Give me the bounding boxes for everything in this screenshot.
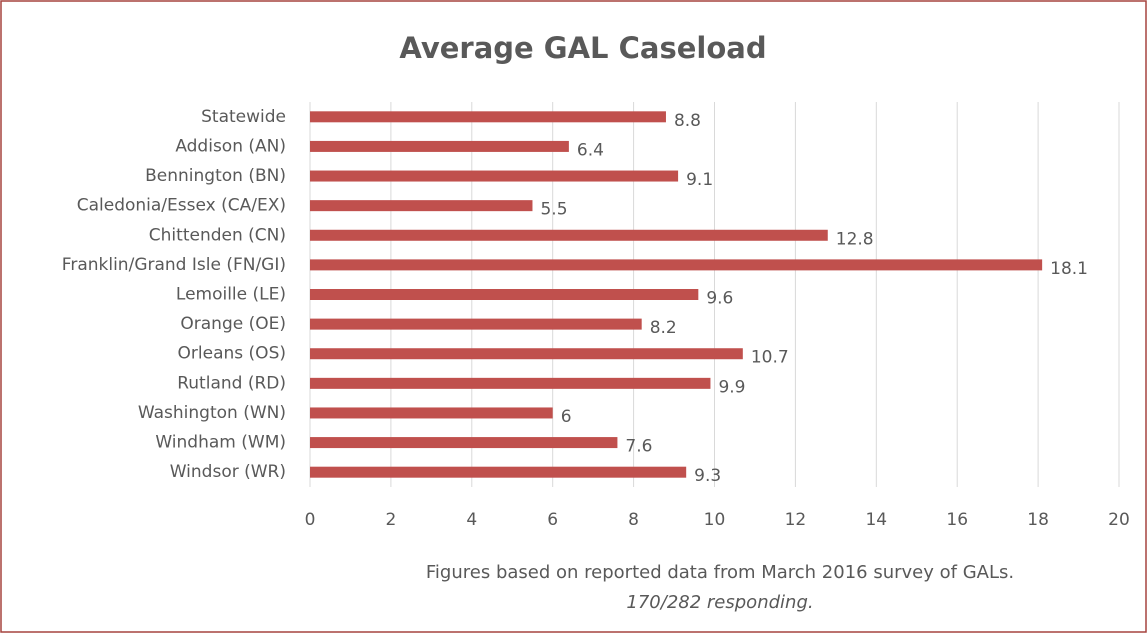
data-label: 8.8 [674,111,701,131]
y-tick-label: Caledonia/Essex (CA/EX) [77,196,286,216]
data-label: 9.9 [718,377,745,397]
bar [310,140,569,152]
y-tick-label: Rutland (RD) [177,373,286,393]
x-tick-label: 2 [385,510,396,530]
bar [310,259,1043,271]
data-label: 6 [561,407,572,427]
chart-title: Average GAL Caseload [399,31,766,65]
x-tick-label: 0 [305,510,316,530]
bar [310,407,553,419]
x-tick-label: 18 [1027,510,1049,530]
data-label: 9.3 [694,466,721,486]
x-tick-label: 12 [785,510,807,530]
bar [310,111,666,123]
bar [310,289,699,300]
data-label: 7.6 [625,437,652,457]
bar [310,437,618,449]
bar [310,229,828,241]
y-tick-label: Washington (WN) [138,403,286,423]
bar [310,466,687,478]
data-label: 8.2 [650,318,677,338]
bar [310,170,679,182]
y-tick-label: Franklin/Grand Isle (FN/GI) [62,255,286,275]
x-tick-label: 10 [704,510,726,530]
bar [310,377,711,389]
x-tick-label: 4 [466,510,477,530]
note: 170/282 responding. [626,592,813,613]
y-tick-label: Orleans (OS) [178,344,286,364]
bar [310,318,642,330]
x-tick-label: 20 [1108,510,1130,530]
y-tick-label: Orange (OE) [180,314,286,334]
data-label: 5.5 [540,200,567,220]
y-tick-label: Statewide [201,107,286,127]
bar [310,200,533,212]
y-tick-label: Chittenden (CN) [149,225,286,245]
y-tick-label: Lemoille (LE) [176,285,286,305]
y-tick-label: Windham (WM) [155,433,286,453]
x-tick-label: 8 [628,510,639,530]
data-label: 9.6 [706,289,733,309]
bar [310,348,743,360]
data-label: 6.4 [577,140,604,160]
x-tick-label: 6 [547,510,558,530]
y-tick-label: Windsor (WR) [170,462,286,482]
x-tick-label: 14 [865,510,887,530]
data-label: 10.7 [751,348,789,368]
y-tick-label: Addison (AN) [175,136,286,156]
data-label: 18.1 [1050,259,1088,279]
x-tick-label: 16 [946,510,968,530]
y-tick-label: Bennington (BN) [145,166,286,186]
data-label: 12.8 [836,229,874,249]
note: Figures based on reported data from Marc… [426,562,1014,583]
data-label: 9.1 [686,170,713,190]
